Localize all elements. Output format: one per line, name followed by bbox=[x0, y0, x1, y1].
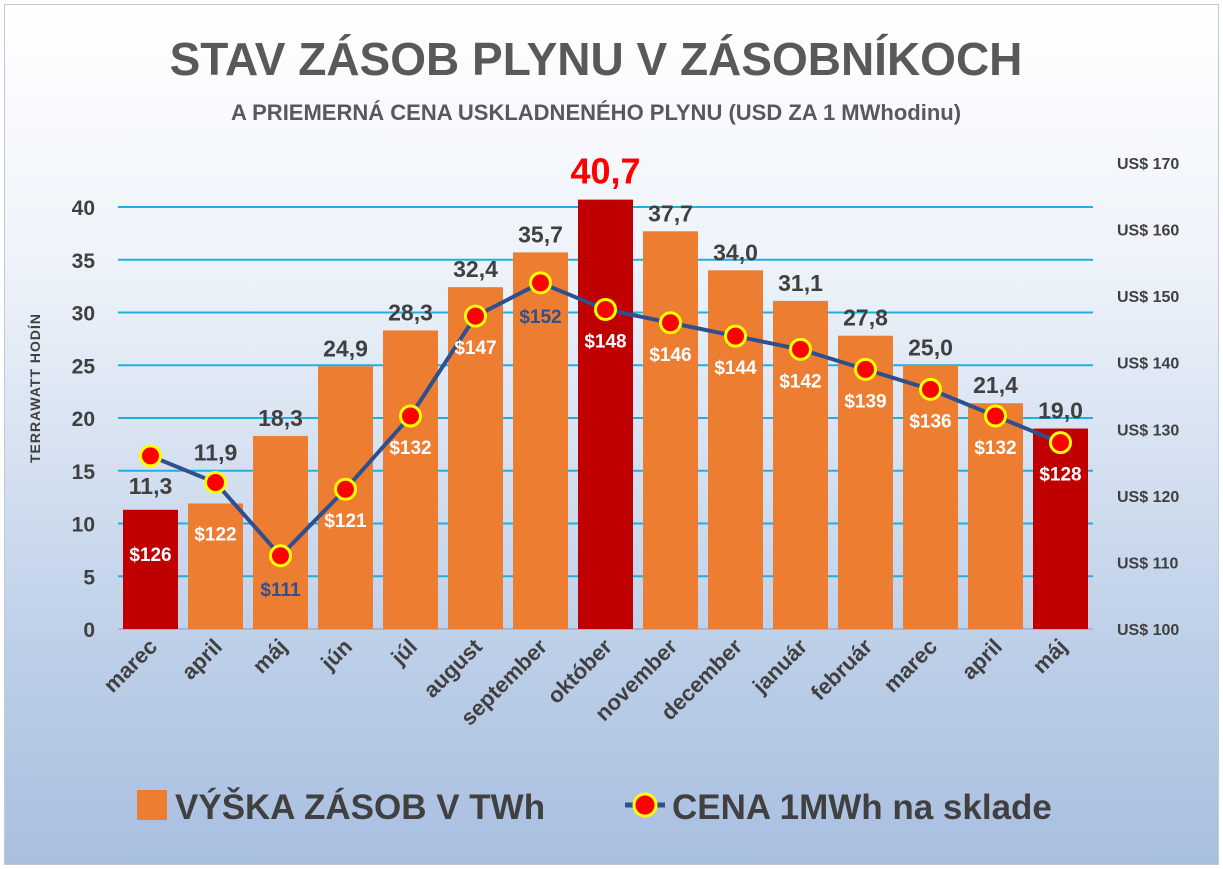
price-marker bbox=[399, 404, 422, 428]
bar bbox=[513, 252, 568, 630]
price-marker bbox=[724, 324, 747, 348]
price-marker bbox=[789, 337, 812, 361]
bar-value-label: 21,4 bbox=[973, 372, 1018, 398]
legend-bar-swatch bbox=[137, 790, 167, 820]
y2-tick-label: US$ 140 bbox=[1117, 356, 1179, 373]
price-label: $111 bbox=[260, 580, 301, 601]
category-label: april bbox=[956, 634, 1007, 685]
y-tick-label: 5 bbox=[83, 566, 95, 589]
bar bbox=[838, 335, 893, 629]
bar bbox=[188, 503, 243, 629]
price-line-series bbox=[139, 271, 1072, 568]
y-tick-label: 40 bbox=[72, 197, 95, 220]
bar-value-label: 27,8 bbox=[843, 305, 888, 331]
y-tick-label: 30 bbox=[72, 303, 95, 326]
y-tick-label: 10 bbox=[72, 514, 95, 537]
price-label: $121 bbox=[324, 511, 367, 532]
price-marker bbox=[659, 311, 682, 335]
category-label: april bbox=[176, 634, 227, 685]
y2-axis-ticks: US$ 100 US$ 110 US$ 120 US$ 130 US$ 140 US$ 1… bbox=[1117, 156, 1179, 639]
y2-tick-label: US$ 110 bbox=[1117, 555, 1178, 572]
bar bbox=[708, 270, 763, 629]
y-tick-label: 20 bbox=[72, 408, 95, 431]
bar-value-label: 24,9 bbox=[323, 335, 368, 361]
price-marker bbox=[269, 544, 292, 568]
category-labels: marec april máj jún júlaugustseptemberoktóbe… bbox=[99, 633, 1073, 730]
bar-series bbox=[123, 199, 1088, 630]
price-marker bbox=[854, 357, 877, 381]
bar bbox=[123, 509, 178, 629]
y-tick-label: 0 bbox=[83, 619, 95, 642]
bar-value-label: 11,9 bbox=[194, 440, 238, 466]
bar-value-label: 19,0 bbox=[1038, 398, 1083, 424]
chart-title: STAV ZÁSOB PLYNU V ZÁSOBNÍKOCH bbox=[170, 33, 1023, 85]
y-tick-label: 35 bbox=[72, 250, 96, 273]
price-marker bbox=[1049, 431, 1072, 455]
y2-tick-label: US$ 120 bbox=[1117, 489, 1179, 506]
price-marker bbox=[919, 377, 942, 401]
category-label: máj bbox=[1028, 634, 1072, 678]
y2-tick-label: US$ 170 bbox=[1117, 156, 1179, 173]
bar-value-label: 35,7 bbox=[518, 221, 563, 247]
category-label: máj bbox=[248, 634, 292, 678]
price-label: $128 bbox=[1039, 465, 1081, 486]
bar bbox=[643, 231, 698, 629]
y-axis-label: TERRAWATT HODÍN bbox=[27, 313, 43, 463]
price-label: $142 bbox=[779, 371, 821, 392]
price-marker bbox=[204, 471, 227, 495]
y2-tick-label: US$ 130 bbox=[1117, 422, 1179, 439]
price-label: $136 bbox=[909, 411, 951, 432]
y-tick-label: 15 bbox=[72, 461, 96, 484]
chart-subtitle: A PRIEMERNÁ CENA USKLADNENÉHO PLYNU (USD… bbox=[231, 100, 961, 125]
legend-marker-swatch bbox=[632, 792, 658, 818]
price-marker bbox=[139, 444, 162, 468]
category-label: marec bbox=[879, 634, 943, 698]
bar-value-label: 31,1 bbox=[778, 270, 823, 296]
price-label: $144 bbox=[714, 358, 757, 379]
price-label: $122 bbox=[194, 525, 236, 546]
bar-value-label: 28,3 bbox=[388, 299, 433, 325]
bar-value-label: 18,3 bbox=[258, 405, 303, 431]
bar-value-labels: 11,3 11,9 18,3 24,9 28,3 32,4 35,7 40,7 37,7 34,0… bbox=[129, 151, 1083, 499]
bar-value-label: 25,0 bbox=[908, 334, 953, 360]
price-marker bbox=[334, 477, 357, 501]
price-label: $148 bbox=[584, 331, 626, 352]
bar bbox=[1033, 428, 1088, 629]
legend-line-label: CENA 1MWh na sklade bbox=[672, 788, 1052, 827]
price-label: $146 bbox=[649, 345, 691, 366]
price-label: $132 bbox=[974, 438, 1016, 459]
bar-value-label: 40,7 bbox=[570, 151, 640, 192]
legend-bar-label: VÝŠKA ZÁSOB V TWh bbox=[175, 787, 545, 827]
price-label: $126 bbox=[129, 545, 171, 566]
price-label: $139 bbox=[844, 391, 886, 412]
bar bbox=[903, 365, 958, 629]
bar bbox=[578, 199, 633, 630]
bar-value-label: 32,4 bbox=[453, 256, 498, 282]
bar bbox=[968, 403, 1023, 629]
category-label: marec bbox=[99, 634, 163, 698]
y-axis-ticks: 0 5 10 15 20 25 30 35 40 bbox=[72, 197, 96, 642]
price-label: $152 bbox=[519, 307, 561, 328]
price-label: $147 bbox=[454, 338, 496, 359]
y-tick-label: 25 bbox=[72, 355, 96, 378]
price-marker bbox=[464, 304, 487, 328]
price-marker bbox=[984, 404, 1007, 428]
y2-tick-label: US$ 160 bbox=[1117, 223, 1179, 240]
bar-value-label: 11,3 bbox=[129, 473, 173, 499]
bar bbox=[383, 330, 438, 629]
bar-value-label: 37,7 bbox=[648, 200, 693, 226]
legend: VÝŠKA ZÁSOB V TWh CENA 1MWh na sklade bbox=[137, 787, 1052, 827]
category-label: február bbox=[806, 634, 878, 706]
price-marker bbox=[529, 271, 552, 295]
price-labels: $126 $122 $111 $121 $132 $147 $152 $148 $146 $144… bbox=[129, 307, 1081, 601]
category-label: január bbox=[747, 634, 812, 699]
y2-tick-label: US$ 100 bbox=[1117, 622, 1179, 639]
category-label: jún bbox=[315, 634, 357, 676]
category-label: júl bbox=[385, 634, 422, 671]
price-marker bbox=[594, 297, 617, 321]
price-label: $132 bbox=[389, 438, 431, 459]
bar-value-label: 34,0 bbox=[713, 239, 758, 265]
y2-tick-label: US$ 150 bbox=[1117, 289, 1179, 306]
